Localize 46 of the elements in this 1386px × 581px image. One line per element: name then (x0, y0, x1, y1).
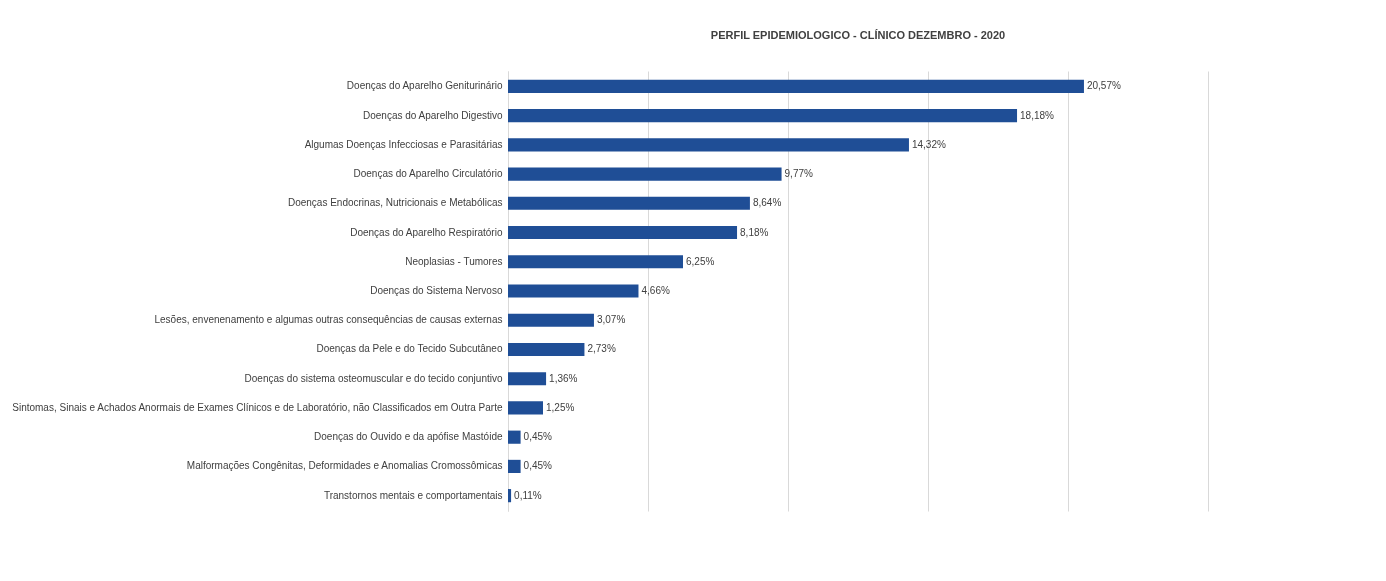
bar (508, 489, 512, 503)
data-label: 3,07% (596, 314, 626, 326)
data-label: 8,64% (752, 197, 782, 209)
bar (508, 79, 1084, 93)
data-label: 0,11% (514, 489, 542, 501)
data-label: 1,25% (546, 401, 575, 413)
y-tick-label: Malformações Congênitas, Deformidades e Anomalias Cromossômicas (186, 460, 503, 472)
y-tick-label: Doenças Endocrinas, Nutricionais e Metabólicas (287, 197, 503, 209)
bar (508, 255, 683, 269)
y-tick-label: Sintomas, Sinais e Achados Anormais de Exames Clínicos e de Laboratório, não Classificados em Outra Parte (12, 401, 503, 413)
bar (508, 459, 521, 473)
data-label: 4,66% (641, 285, 670, 296)
bar (508, 284, 639, 298)
y-tick-label: Neoplasias - Tumores (405, 255, 503, 267)
bar (508, 342, 585, 357)
bar (508, 372, 547, 386)
y-tick-label: Transtornos mentais e comportamentais (323, 489, 503, 501)
bar (508, 196, 750, 210)
data-label: 18,18% (1020, 109, 1055, 121)
data-label: 8,18% (740, 226, 769, 238)
bar (508, 225, 738, 240)
y-tick-label: Doenças do Aparelho Respiratório (350, 226, 503, 238)
y-tick-label: Lesões, envenenamento e algumas outras consequências de causas externas (154, 314, 503, 326)
data-label: 0,45% (523, 460, 553, 472)
y-tick-label: Doenças do sistema osteomuscular e do tecido conjuntivo (244, 372, 503, 384)
data-label: 0,45% (523, 431, 553, 443)
y-tick-label: Doenças do Aparelho Circulatório (353, 168, 503, 180)
bar (508, 138, 909, 152)
chart-title: PERFIL EPIDEMIOLOGICO - CLÍNICO DEZEMBRO - 2020 (710, 29, 1006, 41)
y-tick-label: Doenças do Aparelho Digestivo (362, 109, 503, 121)
bar (508, 313, 594, 327)
bar (508, 430, 521, 444)
bar (508, 401, 543, 415)
data-label: 6,25% (686, 255, 715, 267)
y-tick-label: Doenças do Sistema Nervoso (370, 285, 503, 296)
y-tick-label: Doenças da Pele e do Tecido Subcutâneo (316, 343, 503, 355)
bar (508, 109, 1018, 123)
y-tick-label: Doenças do Aparelho Geniturinário (346, 80, 503, 92)
data-label: 1,36% (549, 372, 578, 384)
data-label: 14,32% (911, 138, 946, 150)
data-label: 2,73% (587, 343, 616, 355)
data-label: 20,57% (1086, 80, 1121, 92)
bar (508, 167, 782, 181)
y-tick-label: Algumas Doenças Infecciosas e Parasitárias (304, 138, 503, 150)
data-label: 9,77% (784, 168, 814, 180)
y-tick-label: Doenças do Ouvido e da apófise Mastóide (314, 431, 503, 443)
